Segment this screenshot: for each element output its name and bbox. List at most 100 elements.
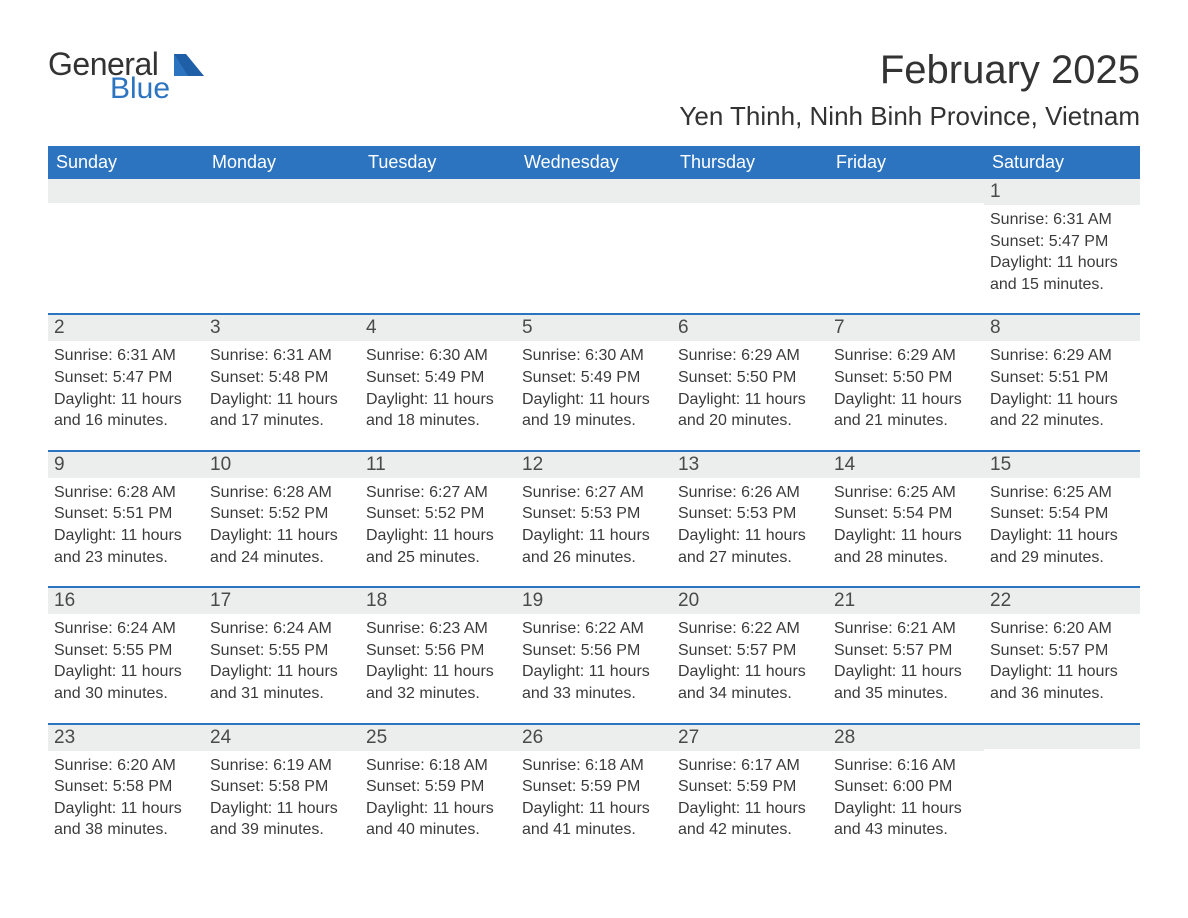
- day-empty: [828, 179, 984, 303]
- sunset-text: Sunset: 5:57 PM: [990, 640, 1134, 662]
- sunrise-text: Sunrise: 6:31 AM: [210, 345, 354, 367]
- sunrise-text: Sunrise: 6:18 AM: [522, 755, 666, 777]
- day-number: 4: [360, 315, 516, 341]
- day-6: 6Sunrise: 6:29 AMSunset: 5:50 PMDaylight…: [672, 315, 828, 439]
- daylight-text: Daylight: 11 hours and 15 minutes.: [990, 252, 1134, 295]
- month-title: February 2025: [679, 48, 1140, 93]
- daylight-text: Daylight: 11 hours and 32 minutes.: [366, 661, 510, 704]
- sunset-text: Sunset: 5:59 PM: [678, 776, 822, 798]
- sunset-text: Sunset: 5:56 PM: [366, 640, 510, 662]
- day-number: 8: [984, 315, 1140, 341]
- sunset-text: Sunset: 5:49 PM: [522, 367, 666, 389]
- sunset-text: Sunset: 5:53 PM: [522, 503, 666, 525]
- sunset-text: Sunset: 5:59 PM: [522, 776, 666, 798]
- day-details: Sunrise: 6:24 AMSunset: 5:55 PMDaylight:…: [54, 618, 198, 704]
- brand-word2: Blue: [110, 74, 170, 104]
- day-of-week-header: SundayMondayTuesdayWednesdayThursdayFrid…: [48, 146, 1140, 179]
- dow-monday: Monday: [204, 146, 360, 179]
- day-details: Sunrise: 6:28 AMSunset: 5:52 PMDaylight:…: [210, 482, 354, 568]
- daylight-text: Daylight: 11 hours and 16 minutes.: [54, 389, 198, 432]
- dow-wednesday: Wednesday: [516, 146, 672, 179]
- day-number: 28: [828, 725, 984, 751]
- day-details: Sunrise: 6:20 AMSunset: 5:58 PMDaylight:…: [54, 755, 198, 841]
- day-details: Sunrise: 6:29 AMSunset: 5:50 PMDaylight:…: [834, 345, 978, 431]
- day-number: 18: [360, 588, 516, 614]
- day-details: Sunrise: 6:29 AMSunset: 5:51 PMDaylight:…: [990, 345, 1134, 431]
- day-9: 9Sunrise: 6:28 AMSunset: 5:51 PMDaylight…: [48, 452, 204, 576]
- day-number: 1: [984, 179, 1140, 205]
- calendar: SundayMondayTuesdayWednesdayThursdayFrid…: [48, 146, 1140, 849]
- day-18: 18Sunrise: 6:23 AMSunset: 5:56 PMDayligh…: [360, 588, 516, 712]
- day-number: 26: [516, 725, 672, 751]
- day-19: 19Sunrise: 6:22 AMSunset: 5:56 PMDayligh…: [516, 588, 672, 712]
- daylight-text: Daylight: 11 hours and 17 minutes.: [210, 389, 354, 432]
- day-number: 12: [516, 452, 672, 478]
- daylight-text: Daylight: 11 hours and 23 minutes.: [54, 525, 198, 568]
- sunset-text: Sunset: 5:55 PM: [54, 640, 198, 662]
- day-26: 26Sunrise: 6:18 AMSunset: 5:59 PMDayligh…: [516, 725, 672, 849]
- day-number: [516, 179, 672, 203]
- day-number: 15: [984, 452, 1140, 478]
- daylight-text: Daylight: 11 hours and 43 minutes.: [834, 798, 978, 841]
- sunrise-text: Sunrise: 6:29 AM: [678, 345, 822, 367]
- sunset-text: Sunset: 5:48 PM: [210, 367, 354, 389]
- day-empty: [672, 179, 828, 303]
- day-number: 24: [204, 725, 360, 751]
- sunset-text: Sunset: 5:53 PM: [678, 503, 822, 525]
- location-title: Yen Thinh, Ninh Binh Province, Vietnam: [679, 101, 1140, 132]
- sunset-text: Sunset: 5:54 PM: [990, 503, 1134, 525]
- daylight-text: Daylight: 11 hours and 31 minutes.: [210, 661, 354, 704]
- daylight-text: Daylight: 11 hours and 21 minutes.: [834, 389, 978, 432]
- daylight-text: Daylight: 11 hours and 25 minutes.: [366, 525, 510, 568]
- day-details: Sunrise: 6:20 AMSunset: 5:57 PMDaylight:…: [990, 618, 1134, 704]
- sunrise-text: Sunrise: 6:29 AM: [990, 345, 1134, 367]
- dow-sunday: Sunday: [48, 146, 204, 179]
- day-number: 7: [828, 315, 984, 341]
- day-details: Sunrise: 6:24 AMSunset: 5:55 PMDaylight:…: [210, 618, 354, 704]
- sunset-text: Sunset: 5:51 PM: [990, 367, 1134, 389]
- day-number: 21: [828, 588, 984, 614]
- dow-friday: Friday: [828, 146, 984, 179]
- day-8: 8 Sunrise: 6:29 AMSunset: 5:51 PMDaylight…: [984, 315, 1140, 439]
- day-15: 15 Sunrise: 6:25 AMSunset: 5:54 PMDayligh…: [984, 452, 1140, 576]
- sunrise-text: Sunrise: 6:22 AM: [522, 618, 666, 640]
- page-header: General Blue February 2025 Yen Thinh, Ni…: [48, 48, 1140, 132]
- day-details: Sunrise: 6:30 AMSunset: 5:49 PMDaylight:…: [522, 345, 666, 431]
- daylight-text: Daylight: 11 hours and 27 minutes.: [678, 525, 822, 568]
- sunrise-text: Sunrise: 6:29 AM: [834, 345, 978, 367]
- day-7: 7 Sunrise: 6:29 AMSunset: 5:50 PMDaylight…: [828, 315, 984, 439]
- daylight-text: Daylight: 11 hours and 18 minutes.: [366, 389, 510, 432]
- sunset-text: Sunset: 5:57 PM: [834, 640, 978, 662]
- day-empty: [204, 179, 360, 303]
- day-details: Sunrise: 6:26 AMSunset: 5:53 PMDaylight:…: [678, 482, 822, 568]
- dow-tuesday: Tuesday: [360, 146, 516, 179]
- sunset-text: Sunset: 5:54 PM: [834, 503, 978, 525]
- sunrise-text: Sunrise: 6:22 AM: [678, 618, 822, 640]
- sunrise-text: Sunrise: 6:25 AM: [990, 482, 1134, 504]
- brand-flag-icon: [174, 54, 204, 76]
- sunset-text: Sunset: 5:50 PM: [834, 367, 978, 389]
- day-number: 6: [672, 315, 828, 341]
- day-21: 21Sunrise: 6:21 AMSunset: 5:57 PMDayligh…: [828, 588, 984, 712]
- day-details: Sunrise: 6:25 AMSunset: 5:54 PMDaylight:…: [990, 482, 1134, 568]
- day-number: 14: [828, 452, 984, 478]
- daylight-text: Daylight: 11 hours and 24 minutes.: [210, 525, 354, 568]
- day-27: 27Sunrise: 6:17 AMSunset: 5:59 PMDayligh…: [672, 725, 828, 849]
- sunset-text: Sunset: 5:58 PM: [54, 776, 198, 798]
- day-number: 17: [204, 588, 360, 614]
- sunrise-text: Sunrise: 6:27 AM: [366, 482, 510, 504]
- day-number: 16: [48, 588, 204, 614]
- day-number: 19: [516, 588, 672, 614]
- day-number: 9: [48, 452, 204, 478]
- day-3: 3Sunrise: 6:31 AMSunset: 5:48 PMDaylight…: [204, 315, 360, 439]
- sunrise-text: Sunrise: 6:30 AM: [522, 345, 666, 367]
- week-row: 1Sunrise: 6:31 AMSunset: 5:47 PMDaylight…: [48, 179, 1140, 303]
- day-25: 25Sunrise: 6:18 AMSunset: 5:59 PMDayligh…: [360, 725, 516, 849]
- day-number: [828, 179, 984, 203]
- sunset-text: Sunset: 5:47 PM: [54, 367, 198, 389]
- day-number: [984, 725, 1140, 749]
- daylight-text: Daylight: 11 hours and 35 minutes.: [834, 661, 978, 704]
- sunset-text: Sunset: 5:49 PM: [366, 367, 510, 389]
- week-row: 23Sunrise: 6:20 AMSunset: 5:58 PMDayligh…: [48, 723, 1140, 849]
- sunrise-text: Sunrise: 6:28 AM: [54, 482, 198, 504]
